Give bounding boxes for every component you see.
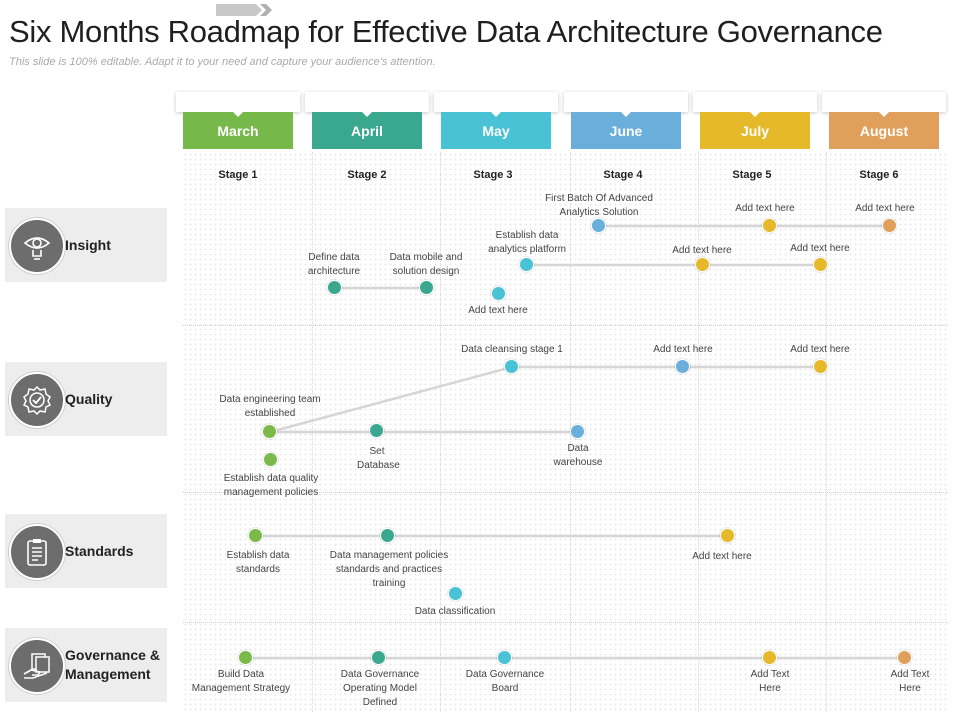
milestone-dot [675, 359, 690, 374]
milestone-label: Data warehouse [553, 443, 603, 468]
milestone-label: Data Governance Operating Model Defined [340, 669, 420, 708]
milestone-label: Build Data Management Strategy [191, 669, 291, 694]
milestone-label: Data engineering team established [219, 394, 321, 419]
milestone-label: First Batch Of Advanced Analytics Soluti… [545, 193, 653, 218]
row-divider [183, 325, 948, 326]
category-label: Insight [65, 237, 111, 253]
milestone-dot [263, 452, 278, 467]
month-card [434, 92, 558, 112]
row-divider [183, 622, 948, 623]
milestone-label: Establish data quality management polici… [223, 473, 319, 498]
category-label: Standards [65, 543, 134, 559]
stage-label: Stage 2 [347, 169, 387, 181]
milestone-dot [695, 257, 710, 272]
chevron-decoration-icon [216, 4, 272, 16]
month-card [564, 92, 688, 112]
milestone-dot [897, 650, 912, 665]
milestone-label: Add text here [735, 203, 795, 214]
milestone-label: Data mobile and solution design [389, 252, 463, 277]
month-march: March [183, 111, 293, 149]
category-label: Governance & Management [65, 647, 160, 682]
milestone-dot [504, 359, 519, 374]
milestone-dot [448, 586, 463, 601]
milestone-dot [591, 218, 606, 233]
milestone-dot [762, 650, 777, 665]
stage-label: Stage 6 [859, 169, 899, 181]
milestone-label: Data cleansing stage 1 [461, 344, 563, 355]
page-title: Six Months Roadmap for Effective Data Ar… [9, 14, 883, 49]
milestone-label: Establish data analytics platform [488, 230, 566, 255]
milestone-label: Add text here [790, 243, 850, 254]
milestone-label: Set Database [357, 446, 400, 471]
milestone-label: Add text here [855, 203, 915, 214]
month-august: August [829, 111, 939, 149]
month-card [693, 92, 817, 112]
stage-label: Stage 1 [218, 169, 258, 181]
milestone-dot [570, 424, 585, 439]
month-june: June [571, 111, 681, 149]
stage-label: Stage 4 [603, 169, 643, 181]
milestone-label: Add Text Here [750, 669, 790, 694]
column-divider [698, 152, 699, 712]
month-card [822, 92, 946, 112]
milestone-dot [720, 528, 735, 543]
month-card [176, 92, 300, 112]
milestone-dot [262, 424, 277, 439]
milestone-label: Add Text Here [890, 669, 930, 694]
month-card [305, 92, 429, 112]
milestone-label: Data classification [414, 606, 496, 617]
milestone-dot [882, 218, 897, 233]
milestone-label: Add text here [692, 551, 752, 562]
month-april: April [312, 111, 422, 149]
category-governance: Governance & Management [5, 628, 167, 702]
hand-documents-icon [9, 638, 65, 694]
milestone-dot [248, 528, 263, 543]
milestone-label: Add text here [468, 305, 528, 316]
stage-label: Stage 5 [732, 169, 772, 181]
milestone-dot [327, 280, 342, 295]
milestone-dot [419, 280, 434, 295]
milestone-label: Add text here [672, 245, 732, 256]
milestone-dot [369, 423, 384, 438]
milestone-dot [497, 650, 512, 665]
stage-label: Stage 3 [473, 169, 513, 181]
clipboard-list-icon [9, 524, 65, 580]
category-standards: Standards [5, 514, 167, 588]
milestone-label: Add text here [653, 344, 713, 355]
milestone-dot [371, 650, 386, 665]
page-subtitle: This slide is 100% editable. Adapt it to… [9, 56, 436, 68]
quality-badge-icon [9, 372, 65, 428]
milestone-label: Data management policies standards and p… [329, 550, 449, 589]
milestone-label: Define data architecture [307, 252, 361, 277]
milestone-label: Add text here [790, 344, 850, 355]
lightbulb-eye-icon [9, 218, 65, 274]
row-divider [183, 492, 948, 493]
milestone-dot [491, 286, 506, 301]
month-may: May [441, 111, 551, 149]
milestone-dot [238, 650, 253, 665]
category-quality: Quality [5, 362, 167, 436]
milestone-dot [380, 528, 395, 543]
milestone-label: Establish data standards [226, 550, 290, 575]
milestone-label: Data Governance Board [465, 669, 545, 694]
milestone-dot [813, 359, 828, 374]
milestone-dot [762, 218, 777, 233]
month-july: July [700, 111, 810, 149]
milestone-dot [813, 257, 828, 272]
category-label: Quality [65, 391, 113, 407]
milestone-dot [519, 257, 534, 272]
column-divider [826, 152, 827, 712]
category-insight: Insight [5, 208, 167, 282]
